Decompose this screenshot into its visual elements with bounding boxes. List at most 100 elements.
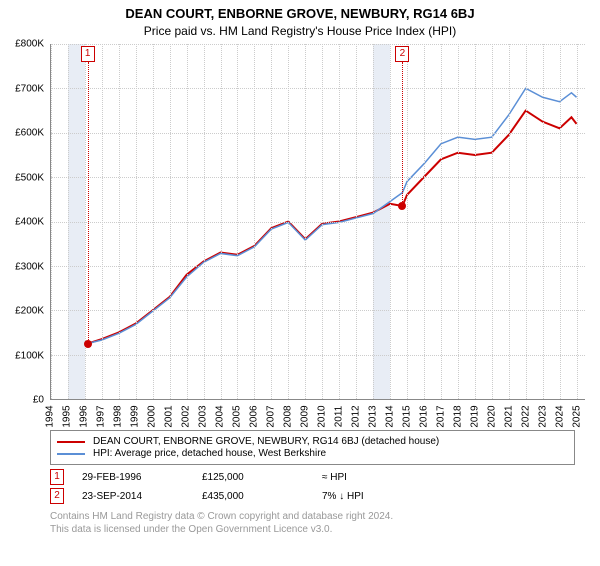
x-tick-label: 2010 xyxy=(316,405,327,427)
x-tick-label: 2018 xyxy=(452,405,463,427)
y-tick-label: £600K xyxy=(15,128,44,139)
vgrid-line xyxy=(526,44,527,399)
y-tick-label: £100K xyxy=(15,350,44,361)
sale-marker-badge: 1 xyxy=(81,46,95,62)
vgrid-line xyxy=(543,44,544,399)
note-date: 23-SEP-2014 xyxy=(82,491,202,502)
vgrid-line xyxy=(271,44,272,399)
x-tick-label: 2020 xyxy=(486,405,497,427)
x-tick-label: 1997 xyxy=(95,405,106,427)
x-tick-label: 2017 xyxy=(435,405,446,427)
x-tick-label: 2008 xyxy=(282,405,293,427)
sale-marker-line xyxy=(402,62,403,206)
x-tick-label: 1998 xyxy=(112,405,123,427)
vgrid-line xyxy=(356,44,357,399)
x-tick-label: 2011 xyxy=(333,406,344,428)
vgrid-line xyxy=(322,44,323,399)
y-axis: £0£100K£200K£300K£400K£500K£600K£700K£80… xyxy=(5,44,47,400)
legend-item: DEAN COURT, ENBORNE GROVE, NEWBURY, RG14… xyxy=(57,436,568,447)
series-line-blue xyxy=(88,88,577,343)
vgrid-line xyxy=(153,44,154,399)
vgrid-line xyxy=(288,44,289,399)
x-tick-label: 2014 xyxy=(384,405,395,427)
vgrid-line xyxy=(51,44,52,399)
vgrid-line xyxy=(458,44,459,399)
note-date: 29-FEB-1996 xyxy=(82,472,202,483)
note-row: 129-FEB-1996£125,000≈ HPI xyxy=(50,469,585,485)
y-tick-label: £500K xyxy=(15,172,44,183)
note-price: £435,000 xyxy=(202,491,322,502)
y-tick-label: £400K xyxy=(15,217,44,228)
x-tick-label: 2007 xyxy=(265,405,276,427)
x-tick-label: 2015 xyxy=(401,405,412,427)
x-tick-label: 2019 xyxy=(469,405,480,427)
x-tick-label: 2009 xyxy=(299,405,310,427)
vgrid-line xyxy=(492,44,493,399)
sale-notes: 129-FEB-1996£125,000≈ HPI223-SEP-2014£43… xyxy=(50,469,585,504)
y-tick-label: £300K xyxy=(15,261,44,272)
legend: DEAN COURT, ENBORNE GROVE, NEWBURY, RG14… xyxy=(50,430,575,465)
hgrid-line xyxy=(51,177,585,178)
x-tick-label: 1994 xyxy=(45,405,56,427)
footer-line-1: Contains HM Land Registry data © Crown c… xyxy=(50,510,585,523)
sale-marker-dot xyxy=(398,202,406,210)
vgrid-line xyxy=(204,44,205,399)
x-tick-label: 2023 xyxy=(537,405,548,427)
x-tick-label: 2006 xyxy=(248,405,259,427)
vgrid-line xyxy=(119,44,120,399)
vgrid-line xyxy=(136,44,137,399)
vgrid-line xyxy=(509,44,510,399)
vgrid-line xyxy=(560,44,561,399)
note-badge: 1 xyxy=(50,469,64,485)
sale-marker-line xyxy=(88,62,89,344)
hgrid-line xyxy=(51,88,585,89)
chart-area: £0£100K£200K£300K£400K£500K£600K£700K£80… xyxy=(50,44,585,424)
x-tick-label: 2001 xyxy=(163,405,174,427)
vgrid-line xyxy=(577,44,578,399)
footer-attribution: Contains HM Land Registry data © Crown c… xyxy=(50,510,585,536)
x-tick-label: 2003 xyxy=(197,405,208,427)
vgrid-line xyxy=(305,44,306,399)
vgrid-line xyxy=(221,44,222,399)
x-tick-label: 2022 xyxy=(520,405,531,427)
legend-swatch xyxy=(57,441,85,443)
y-tick-label: £700K xyxy=(15,83,44,94)
hgrid-line xyxy=(51,310,585,311)
sale-marker-badge: 2 xyxy=(395,46,409,62)
vgrid-line xyxy=(254,44,255,399)
series-line-red xyxy=(88,111,577,344)
y-tick-label: £800K xyxy=(15,39,44,50)
vgrid-line xyxy=(170,44,171,399)
vgrid-line xyxy=(390,44,391,399)
x-tick-label: 2000 xyxy=(146,405,157,427)
note-delta: ≈ HPI xyxy=(322,472,442,483)
hgrid-line xyxy=(51,133,585,134)
vgrid-line xyxy=(68,44,69,399)
vgrid-line xyxy=(187,44,188,399)
legend-label: DEAN COURT, ENBORNE GROVE, NEWBURY, RG14… xyxy=(93,436,439,447)
chart-subtitle: Price paid vs. HM Land Registry's House … xyxy=(0,24,600,38)
vgrid-line xyxy=(237,44,238,399)
note-badge: 2 xyxy=(50,488,64,504)
x-tick-label: 2012 xyxy=(350,405,361,427)
x-tick-label: 1995 xyxy=(61,405,72,427)
vgrid-line xyxy=(441,44,442,399)
x-tick-label: 1996 xyxy=(78,405,89,427)
vgrid-line xyxy=(407,44,408,399)
note-row: 2 23-SEP-2014£435,0007% ↓ HPI xyxy=(50,488,585,504)
sale-marker-dot xyxy=(84,340,92,348)
vgrid-line xyxy=(475,44,476,399)
vgrid-line xyxy=(339,44,340,399)
vgrid-line xyxy=(102,44,103,399)
vgrid-line xyxy=(424,44,425,399)
footer-line-2: This data is licensed under the Open Gov… xyxy=(50,523,585,536)
legend-swatch xyxy=(57,453,85,455)
hgrid-line xyxy=(51,266,585,267)
x-tick-label: 2013 xyxy=(367,405,378,427)
x-tick-label: 2002 xyxy=(180,405,191,427)
x-tick-label: 2005 xyxy=(231,405,242,427)
x-axis: 1994199519961997199819992000200120022003… xyxy=(50,400,585,424)
legend-item: HPI: Average price, detached house, West… xyxy=(57,448,568,459)
vgrid-line xyxy=(373,44,374,399)
note-delta: 7% ↓ HPI xyxy=(322,491,442,502)
